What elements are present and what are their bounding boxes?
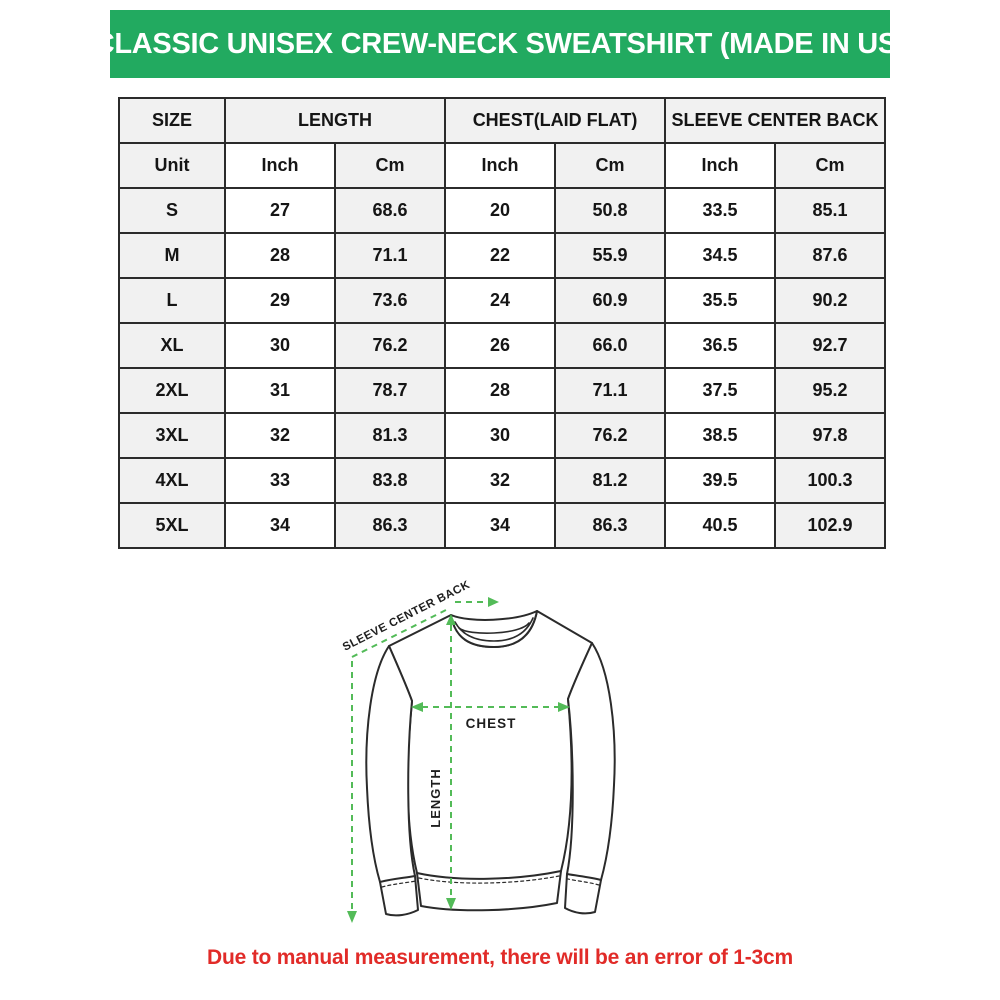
inch-value-cell: 32 xyxy=(444,457,556,504)
cm-value-cell: 66.0 xyxy=(553,322,667,369)
chest-label: CHEST xyxy=(466,716,517,731)
cm-value-cell: 95.2 xyxy=(774,367,887,414)
cm-value-cell: 87.6 xyxy=(774,232,887,279)
unit-row: Unit Inch Cm Inch Cm Inch Cm xyxy=(118,142,887,189)
sleeve-diagonal-line xyxy=(351,608,449,658)
arrow-up-icon xyxy=(446,614,456,625)
inch-value-cell: 24 xyxy=(444,277,556,324)
table-row: 3XL 32 81.3 30 76.2 38.5 97.8 xyxy=(118,412,887,459)
size-cell: 3XL xyxy=(118,412,226,459)
cm-value-cell: 71.1 xyxy=(553,367,667,414)
cm-value-cell: 81.3 xyxy=(334,412,446,459)
unit-inch-cell: Inch xyxy=(664,142,777,189)
inch-value-cell: 31 xyxy=(224,367,336,414)
cm-value-cell: 83.8 xyxy=(334,457,446,504)
inch-value-cell: 33 xyxy=(224,457,336,504)
inch-value-cell: 33.5 xyxy=(664,187,777,234)
inch-value-cell: 30 xyxy=(224,322,336,369)
inch-value-cell: 32 xyxy=(224,412,336,459)
inch-value-cell: 30 xyxy=(444,412,556,459)
cm-value-cell: 81.2 xyxy=(553,457,667,504)
unit-cm-cell: Cm xyxy=(334,142,446,189)
cm-value-cell: 100.3 xyxy=(774,457,887,504)
page-title: CLASSIC UNISEX CREW-NECK SWEATSHIRT (MAD… xyxy=(93,27,907,60)
inch-value-cell: 28 xyxy=(444,367,556,414)
measurement-error-note: Due to manual measurement, there will be… xyxy=(207,946,793,969)
table-row: S 27 68.6 20 50.8 33.5 85.1 xyxy=(118,187,887,234)
unit-cm-cell: Cm xyxy=(553,142,667,189)
cm-value-cell: 90.2 xyxy=(774,277,887,324)
sweatshirt-left-sleeve xyxy=(365,645,419,917)
unit-cm-cell: Cm xyxy=(774,142,887,189)
table-row: 2XL 31 78.7 28 71.1 37.5 95.2 xyxy=(118,367,887,414)
unit-inch-cell: Inch xyxy=(224,142,336,189)
inch-value-cell: 38.5 xyxy=(664,412,777,459)
inch-value-cell: 40.5 xyxy=(664,502,777,549)
column-header-length: LENGTH xyxy=(224,97,446,144)
length-label: LENGTH xyxy=(428,768,443,827)
inch-value-cell: 26 xyxy=(444,322,556,369)
arrow-right-icon xyxy=(558,702,570,712)
table-header-row: SIZE LENGTH CHEST(LAID FLAT) SLEEVE CENT… xyxy=(118,97,887,144)
inch-value-cell: 35.5 xyxy=(664,277,777,324)
column-header-sleeve: SLEEVE CENTER BACK xyxy=(664,97,887,144)
cm-value-cell: 102.9 xyxy=(774,502,887,549)
size-cell: L xyxy=(118,277,226,324)
column-header-size: SIZE xyxy=(118,97,226,144)
cm-value-cell: 50.8 xyxy=(553,187,667,234)
cm-value-cell: 76.2 xyxy=(553,412,667,459)
table-row: 5XL 34 86.3 34 86.3 40.5 102.9 xyxy=(118,502,887,549)
table-row: L 29 73.6 24 60.9 35.5 90.2 xyxy=(118,277,887,324)
inch-value-cell: 34 xyxy=(444,502,556,549)
inch-value-cell: 29 xyxy=(224,277,336,324)
sweatshirt-body xyxy=(388,610,593,912)
measurement-arrowheads xyxy=(347,597,570,923)
column-header-chest: CHEST(LAID FLAT) xyxy=(443,97,667,144)
size-cell: S xyxy=(118,187,226,234)
cm-value-cell: 92.7 xyxy=(774,322,887,369)
size-cell: XL xyxy=(118,322,226,369)
inch-value-cell: 39.5 xyxy=(664,457,777,504)
cm-value-cell: 68.6 xyxy=(334,187,446,234)
inch-value-cell: 22 xyxy=(444,232,556,279)
size-cell: M xyxy=(118,232,226,279)
inch-value-cell: 37.5 xyxy=(664,367,777,414)
arrow-down-icon xyxy=(446,898,456,910)
size-cell: 2XL xyxy=(118,367,226,414)
table-row: XL 30 76.2 26 66.0 36.5 92.7 xyxy=(118,322,887,369)
inch-value-cell: 27 xyxy=(224,187,336,234)
measurement-lines xyxy=(351,601,559,911)
cm-value-cell: 86.3 xyxy=(334,502,446,549)
cm-value-cell: 71.1 xyxy=(334,232,446,279)
cm-value-cell: 60.9 xyxy=(553,277,667,324)
table-row: 4XL 33 83.8 32 81.2 39.5 100.3 xyxy=(118,457,887,504)
cm-value-cell: 55.9 xyxy=(553,232,667,279)
table-row: M 28 71.1 22 55.9 34.5 87.6 xyxy=(118,232,887,279)
sweatshirt-measurement-diagram: SLEEVE CENTER BACK CHEST LENGTH xyxy=(341,579,616,923)
size-cell: 5XL xyxy=(118,502,226,549)
size-table: SIZE LENGTH CHEST(LAID FLAT) SLEEVE CENT… xyxy=(118,97,887,549)
arrow-right-icon xyxy=(488,597,499,607)
size-cell: 4XL xyxy=(118,457,226,504)
title-banner: CLASSIC UNISEX CREW-NECK SWEATSHIRT (MAD… xyxy=(94,10,907,78)
unit-inch-cell: Inch xyxy=(444,142,556,189)
inch-value-cell: 28 xyxy=(224,232,336,279)
cm-value-cell: 97.8 xyxy=(774,412,887,459)
cm-value-cell: 73.6 xyxy=(334,277,446,324)
unit-label-cell: Unit xyxy=(118,142,226,189)
cm-value-cell: 78.7 xyxy=(334,367,446,414)
cm-value-cell: 85.1 xyxy=(774,187,887,234)
inch-value-cell: 34.5 xyxy=(664,232,777,279)
arrow-down-icon xyxy=(347,911,357,923)
sweatshirt-right-sleeve xyxy=(564,642,616,915)
inch-value-cell: 36.5 xyxy=(664,322,777,369)
cm-value-cell: 86.3 xyxy=(553,502,667,549)
cm-value-cell: 76.2 xyxy=(334,322,446,369)
inch-value-cell: 34 xyxy=(224,502,336,549)
inch-value-cell: 20 xyxy=(444,187,556,234)
arrow-left-icon xyxy=(411,702,423,712)
sweatshirt-outline xyxy=(365,610,616,917)
